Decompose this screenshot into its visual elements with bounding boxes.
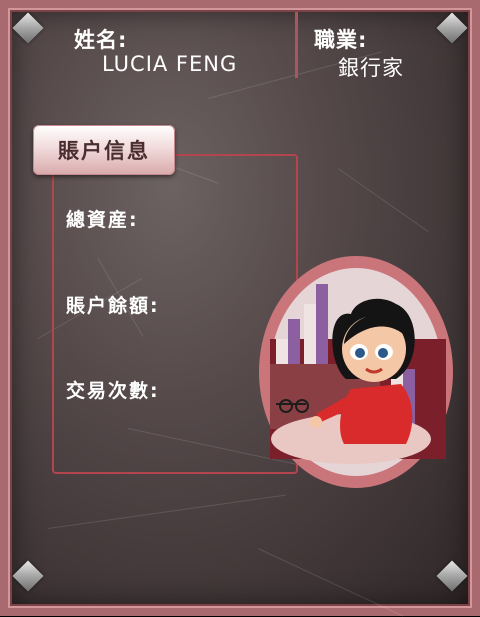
banker-woman <box>276 298 415 444</box>
header-divider <box>295 12 298 78</box>
job-label: 職業: <box>314 28 368 52</box>
name-label: 姓名: <box>74 28 128 52</box>
total-assets-label: 總資産: <box>66 209 139 231</box>
job-value: 銀行家 <box>338 56 404 80</box>
account-balance-label: 賬户餘額: <box>66 295 160 317</box>
account-info-tab[interactable]: 賬户信息 <box>33 125 175 175</box>
name-value: LUCIA FENG <box>102 52 238 76</box>
banker-avatar <box>259 256 453 488</box>
transaction-count-label: 交易次數: <box>66 380 160 402</box>
